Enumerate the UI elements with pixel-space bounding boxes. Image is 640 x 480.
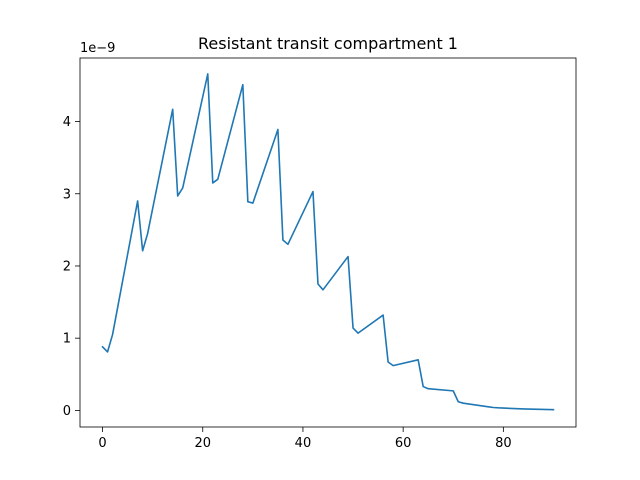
x-tick-label: 20 [194, 436, 211, 451]
x-tick-label: 40 [295, 436, 312, 451]
axes-frame [79, 57, 577, 428]
y-tick-label: 1 [63, 332, 71, 347]
x-tick-label: 60 [395, 436, 412, 451]
y-tick-label: 3 [63, 187, 71, 202]
y-tick-label: 0 [63, 404, 71, 419]
series-line-0 [101, 73, 555, 411]
y-tick-label: 4 [63, 115, 71, 130]
plot-area [101, 73, 555, 411]
chart-title: Resistant transit compartment 1 [198, 34, 458, 53]
x-tick-label: 80 [495, 436, 512, 451]
x-tick-label: 0 [98, 436, 106, 451]
axes: 0 20 40 60 80 0 1 2 3 4 [63, 57, 577, 451]
y-tick-label: 2 [63, 259, 71, 274]
y-offset-label: 1e−9 [80, 41, 115, 56]
